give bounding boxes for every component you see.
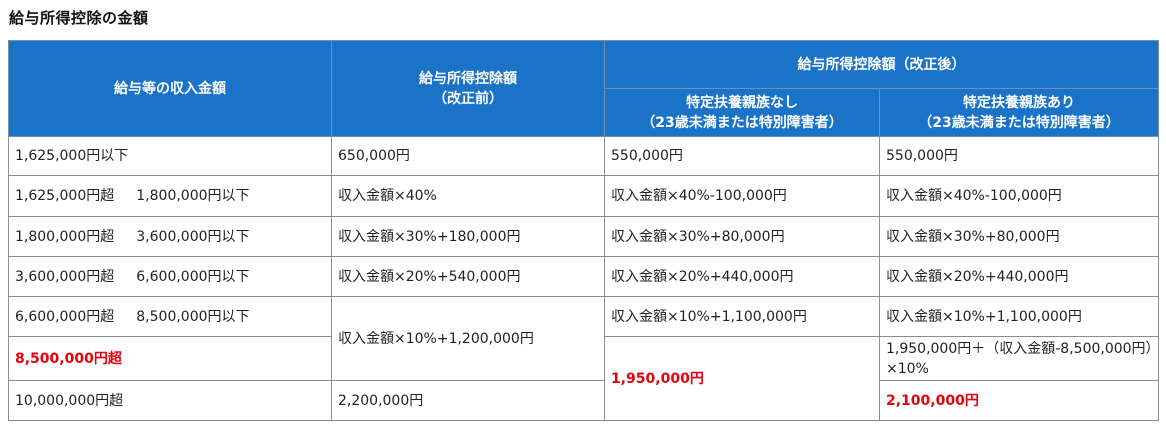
table-row: 10,000,000円超 2,200,000円 2,100,000円 bbox=[8, 380, 1159, 421]
page-title: 給与所得控除の金額 bbox=[9, 9, 149, 27]
no-dependent-cell: 550,000円 bbox=[604, 136, 880, 176]
before-cell: 650,000円 bbox=[331, 136, 605, 176]
header-after: 給与所得控除額（改正後） bbox=[604, 40, 1159, 89]
income-cell: 1,625,000円以下 bbox=[8, 136, 332, 176]
header-no-dependent-line1: 特定扶養親族なし bbox=[686, 94, 798, 111]
header-before-line1: 給与所得控除額 bbox=[419, 70, 517, 87]
income-from-highlight: 8,500,000円超 bbox=[15, 350, 122, 367]
table-row: 1,800,000円超 3,600,000円以下 収入金額×30%+180,000… bbox=[8, 216, 1159, 257]
no-dependent-cell: 1,950,000円 bbox=[604, 336, 880, 421]
with-dependent-cell: 収入金額×30%+80,000円 bbox=[879, 216, 1159, 257]
table-row: 1,625,000円以下 650,000円 550,000円 550,000円 bbox=[8, 136, 1159, 176]
income-cell: 8,500,000円超 bbox=[8, 336, 332, 381]
income-cell: 3,600,000円超 6,600,000円以下 bbox=[8, 256, 332, 297]
before-cell: 収入金額×10%+1,200,000円 bbox=[331, 296, 605, 381]
income-cell: 6,600,000円超 8,500,000円以下 bbox=[8, 296, 332, 337]
with-dependent-highlight: 2,100,000円 bbox=[886, 392, 979, 409]
no-dependent-cell: 収入金額×20%+440,000円 bbox=[604, 256, 880, 297]
header-no-dependent-line2: （23歳未満または特別障害者） bbox=[641, 114, 843, 131]
header-with-dependent-line2: （23歳未満または特別障害者） bbox=[918, 114, 1120, 131]
income-from: 1,625,000円以下 bbox=[15, 148, 129, 164]
income-cell: 10,000,000円超 bbox=[8, 380, 332, 421]
header-before: 給与所得控除額 （改正前） bbox=[331, 40, 605, 137]
with-dependent-cell: 550,000円 bbox=[879, 136, 1159, 176]
table-row: 1,625,000円超 1,800,000円以下 収入金額×40% 収入金額×40… bbox=[8, 175, 1159, 217]
income-from: 1,800,000円超 bbox=[15, 228, 115, 245]
header-no-dependent: 特定扶養親族なし （23歳未満または特別障害者） bbox=[604, 88, 880, 137]
with-dependent-cell: 収入金額×40%-100,000円 bbox=[879, 175, 1159, 217]
table-row: 3,600,000円超 6,600,000円以下 収入金額×20%+540,000… bbox=[8, 256, 1159, 297]
income-from: 6,600,000円超 bbox=[15, 308, 115, 325]
header-before-line2: （改正前） bbox=[433, 90, 503, 107]
income-from: 3,600,000円超 bbox=[15, 268, 115, 285]
before-cell: 収入金額×20%+540,000円 bbox=[331, 256, 605, 297]
with-dependent-cell: 2,100,000円 bbox=[879, 380, 1159, 421]
no-dependent-cell: 収入金額×40%-100,000円 bbox=[604, 175, 880, 217]
before-cell: 2,200,000円 bbox=[331, 380, 605, 421]
income-to: 8,500,000円以下 bbox=[136, 308, 250, 325]
header-income: 給与等の収入金額 bbox=[8, 40, 332, 137]
no-dependent-cell: 収入金額×10%+1,100,000円 bbox=[604, 296, 880, 337]
before-cell: 収入金額×30%+180,000円 bbox=[331, 216, 605, 257]
income-to: 6,600,000円以下 bbox=[136, 268, 250, 285]
table-row: 8,500,000円超 1,950,000円 1,950,000円＋（収入金額-… bbox=[8, 336, 1159, 421]
income-from: 1,625,000円超 bbox=[15, 188, 115, 204]
no-dependent-highlight: 1,950,000円 bbox=[611, 370, 704, 387]
no-dependent-cell: 収入金額×30%+80,000円 bbox=[604, 216, 880, 257]
before-cell: 収入金額×40% bbox=[331, 175, 605, 217]
table-row: 6,600,000円超 8,500,000円以下 収入金額×10%+1,200,0… bbox=[8, 296, 1159, 381]
with-dependent-cell: 収入金額×10%+1,100,000円 bbox=[879, 296, 1159, 337]
income-cell: 1,800,000円超 3,600,000円以下 bbox=[8, 216, 332, 257]
with-dependent-cell: 1,950,000円＋（収入金額-8,500,000円）×10% bbox=[879, 336, 1159, 381]
income-cell: 1,625,000円超 1,800,000円以下 bbox=[8, 175, 332, 217]
with-dependent-cell: 収入金額×20%+440,000円 bbox=[879, 256, 1159, 297]
header-with-dependent-line1: 特定扶養親族あり bbox=[963, 94, 1075, 111]
header-with-dependent: 特定扶養親族あり （23歳未満または特別障害者） bbox=[879, 88, 1159, 137]
income-to: 1,800,000円以下 bbox=[136, 188, 250, 204]
income-from: 10,000,000円超 bbox=[15, 392, 124, 409]
income-to: 3,600,000円以下 bbox=[136, 228, 250, 245]
deduction-table: 給与等の収入金額 給与所得控除額 （改正前） 給与所得控除額（改正後） 特定扶養… bbox=[8, 40, 1159, 421]
